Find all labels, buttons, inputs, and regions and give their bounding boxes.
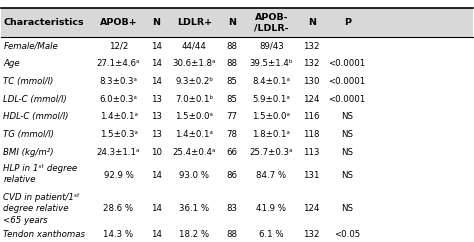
Text: 93.0 %: 93.0 % bbox=[179, 171, 210, 180]
Text: <0.0001: <0.0001 bbox=[328, 95, 366, 104]
Text: NS: NS bbox=[341, 130, 353, 139]
Text: 14.3 %: 14.3 % bbox=[103, 230, 134, 239]
Text: 14: 14 bbox=[151, 77, 162, 86]
Text: 86: 86 bbox=[227, 171, 238, 180]
Text: 84.7 %: 84.7 % bbox=[256, 171, 286, 180]
Text: BMI (kg/m²): BMI (kg/m²) bbox=[3, 148, 54, 157]
Text: 116: 116 bbox=[303, 112, 320, 121]
Text: <0.0001: <0.0001 bbox=[328, 59, 366, 68]
Text: 13: 13 bbox=[151, 95, 162, 104]
Text: 41.9 %: 41.9 % bbox=[256, 204, 286, 213]
Text: 77: 77 bbox=[227, 112, 238, 121]
Text: 132: 132 bbox=[303, 42, 320, 51]
Text: 44/44: 44/44 bbox=[182, 42, 207, 51]
Text: 88: 88 bbox=[227, 230, 238, 239]
Text: NS: NS bbox=[341, 112, 353, 121]
Text: 14: 14 bbox=[151, 230, 162, 239]
Text: 10: 10 bbox=[151, 148, 162, 157]
Text: 18.2 %: 18.2 % bbox=[179, 230, 210, 239]
Text: 132: 132 bbox=[303, 230, 320, 239]
Text: N: N bbox=[308, 18, 316, 27]
Text: 6.0±0.3ᵃ: 6.0±0.3ᵃ bbox=[100, 95, 137, 104]
Text: 30.6±1.8ᵃ: 30.6±1.8ᵃ bbox=[173, 59, 216, 68]
Text: 8.4±0.1ᵃ: 8.4±0.1ᵃ bbox=[253, 77, 290, 86]
Text: 132: 132 bbox=[303, 59, 320, 68]
Text: 9.3±0.2ᵇ: 9.3±0.2ᵇ bbox=[175, 77, 213, 86]
Text: TC (mmol/l): TC (mmol/l) bbox=[3, 77, 54, 86]
Text: 1.8±0.1ᵃ: 1.8±0.1ᵃ bbox=[253, 130, 290, 139]
Text: 28.6 %: 28.6 % bbox=[103, 204, 134, 213]
Text: CVD in patient/1ˢᵗ
degree relative
<65 years: CVD in patient/1ˢᵗ degree relative <65 y… bbox=[3, 193, 80, 225]
Text: 130: 130 bbox=[303, 77, 320, 86]
Text: 14: 14 bbox=[151, 42, 162, 51]
Text: P: P bbox=[344, 18, 351, 27]
Text: Characteristics: Characteristics bbox=[3, 18, 84, 27]
Text: 124: 124 bbox=[303, 95, 320, 104]
Text: 13: 13 bbox=[151, 130, 162, 139]
Text: 6.1 %: 6.1 % bbox=[259, 230, 283, 239]
Text: 78: 78 bbox=[227, 130, 238, 139]
Text: 88: 88 bbox=[227, 42, 238, 51]
Text: 27.1±4.6ᵃ: 27.1±4.6ᵃ bbox=[97, 59, 140, 68]
Text: 25.4±0.4ᵃ: 25.4±0.4ᵃ bbox=[173, 148, 216, 157]
Text: <0.05: <0.05 bbox=[334, 230, 360, 239]
Text: 5.9±0.1ᵃ: 5.9±0.1ᵃ bbox=[253, 95, 290, 104]
Text: TG (mmol/l): TG (mmol/l) bbox=[3, 130, 55, 139]
Text: 83: 83 bbox=[227, 204, 238, 213]
Text: 85: 85 bbox=[227, 77, 238, 86]
Text: 1.5±0.0ᵃ: 1.5±0.0ᵃ bbox=[175, 112, 213, 121]
Text: 92.9 %: 92.9 % bbox=[103, 171, 134, 180]
Text: 118: 118 bbox=[303, 130, 320, 139]
Text: 24.3±1.1ᵃ: 24.3±1.1ᵃ bbox=[97, 148, 140, 157]
Text: Female/Male: Female/Male bbox=[3, 42, 58, 51]
Text: NS: NS bbox=[341, 204, 353, 213]
Text: 25.7±0.3ᵃ: 25.7±0.3ᵃ bbox=[250, 148, 293, 157]
Text: 14: 14 bbox=[151, 204, 162, 213]
Text: LDL-C (mmol/l): LDL-C (mmol/l) bbox=[3, 95, 67, 104]
Text: 8.3±0.3ᵃ: 8.3±0.3ᵃ bbox=[100, 77, 137, 86]
Text: HLP in 1ˢᵗ degree
relative: HLP in 1ˢᵗ degree relative bbox=[3, 164, 77, 184]
Text: NS: NS bbox=[341, 171, 353, 180]
Text: 66: 66 bbox=[227, 148, 238, 157]
Text: N: N bbox=[228, 18, 236, 27]
Text: 113: 113 bbox=[303, 148, 320, 157]
Text: 88: 88 bbox=[227, 59, 238, 68]
Text: 13: 13 bbox=[151, 112, 162, 121]
Text: 85: 85 bbox=[227, 95, 238, 104]
Text: 1.4±0.1ᵃ: 1.4±0.1ᵃ bbox=[100, 112, 137, 121]
Text: 1.4±0.1ᵃ: 1.4±0.1ᵃ bbox=[175, 130, 213, 139]
Text: NS: NS bbox=[341, 148, 353, 157]
Text: APOB+: APOB+ bbox=[100, 18, 137, 27]
Text: 36.1 %: 36.1 % bbox=[179, 204, 210, 213]
Text: <0.0001: <0.0001 bbox=[328, 77, 366, 86]
Text: 1.5±0.3ᵃ: 1.5±0.3ᵃ bbox=[100, 130, 137, 139]
Text: 14: 14 bbox=[151, 171, 162, 180]
Text: HDL-C (mmol/l): HDL-C (mmol/l) bbox=[3, 112, 69, 121]
Text: 131: 131 bbox=[303, 171, 320, 180]
Text: 14: 14 bbox=[151, 59, 162, 68]
Text: 1.5±0.0ᵃ: 1.5±0.0ᵃ bbox=[253, 112, 290, 121]
Text: 12/2: 12/2 bbox=[109, 42, 128, 51]
Text: 39.5±1.4ᵇ: 39.5±1.4ᵇ bbox=[250, 59, 293, 68]
Text: APOB-
/LDLR-: APOB- /LDLR- bbox=[254, 13, 289, 32]
Text: Tendon xanthomas: Tendon xanthomas bbox=[3, 230, 85, 239]
Bar bbox=[1, 8, 473, 37]
Text: 89/43: 89/43 bbox=[259, 42, 284, 51]
Text: N: N bbox=[153, 18, 160, 27]
Text: 124: 124 bbox=[303, 204, 320, 213]
Text: 7.0±0.1ᵇ: 7.0±0.1ᵇ bbox=[175, 95, 213, 104]
Text: LDLR+: LDLR+ bbox=[177, 18, 212, 27]
Text: Age: Age bbox=[3, 59, 20, 68]
